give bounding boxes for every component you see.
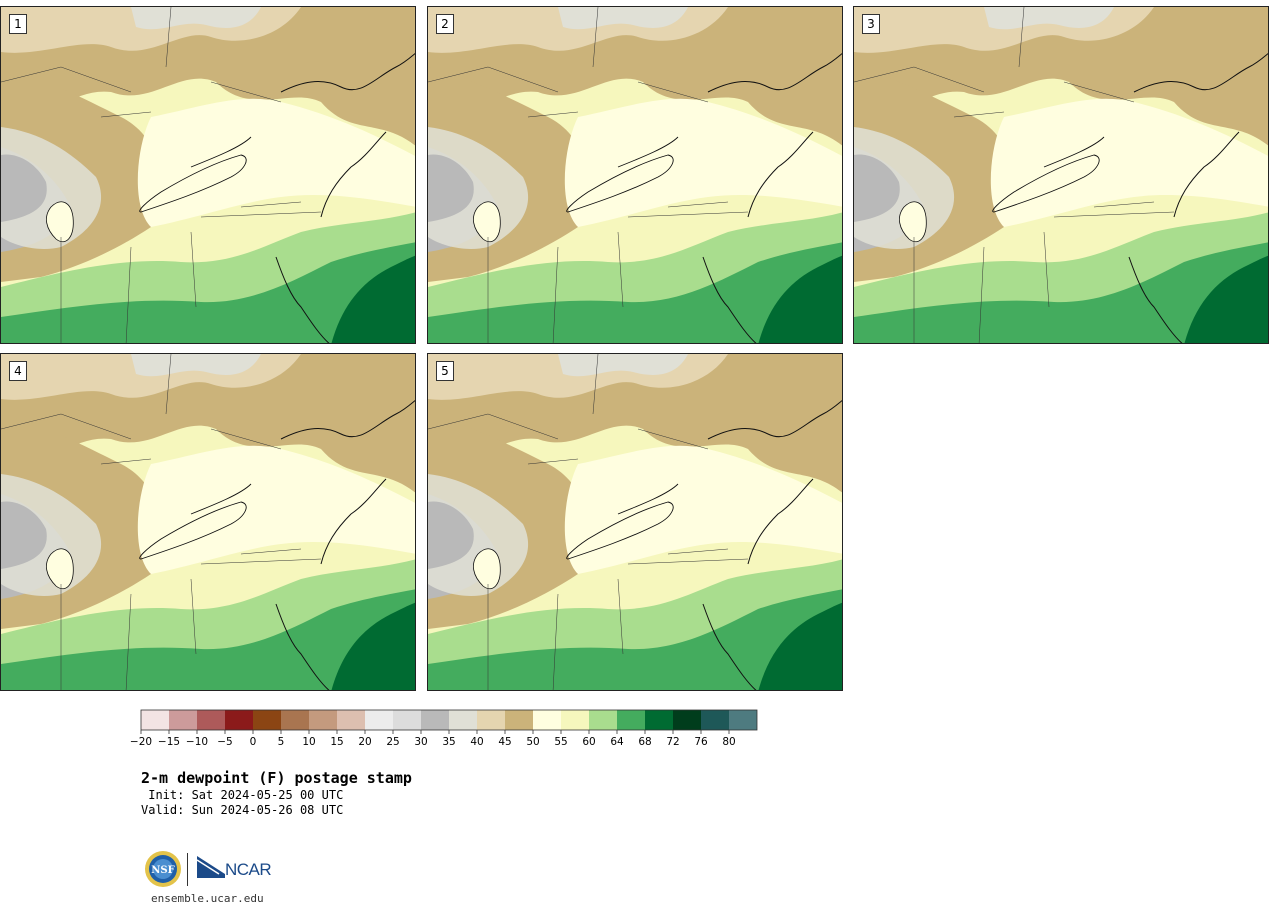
colorbar-tick-label: 45	[498, 736, 511, 748]
colorbar-tick-label: 25	[386, 736, 399, 748]
panel-number: 1	[9, 14, 27, 34]
dewpoint-map	[428, 7, 842, 343]
colorbar-swatch	[141, 710, 169, 730]
colorbar-tick-label: 64	[610, 736, 624, 748]
footer-url: ensemble.ucar.edu	[151, 892, 264, 905]
colorbar-tick-label: 20	[358, 736, 371, 748]
ensemble-member-panel-5: 5	[427, 353, 843, 691]
colorbar-swatch	[617, 710, 645, 730]
colorbar-tick-label: 55	[554, 736, 567, 748]
colorbar-swatch	[729, 710, 757, 730]
nsf-logo-icon: NSF	[145, 851, 181, 887]
colorbar-swatch	[701, 710, 729, 730]
logo-group: NSF NCAR	[144, 850, 284, 890]
colorbar-tick-label: 72	[666, 736, 679, 748]
colorbar-swatch	[225, 710, 253, 730]
panel-number: 4	[9, 361, 27, 381]
colorbar-tick-label: −10	[186, 736, 208, 748]
colorbar-swatch	[169, 710, 197, 730]
colorbar-swatch	[533, 710, 561, 730]
ensemble-member-panel-3: 3	[853, 6, 1269, 344]
colorbar-swatch	[589, 710, 617, 730]
colorbar-tick-label: 50	[526, 736, 539, 748]
colorbar-tick-label: 40	[470, 736, 483, 748]
colorbar-tick-label: −5	[217, 736, 232, 748]
ncar-wordmark: NCAR	[225, 860, 272, 879]
colorbar-swatch	[337, 710, 365, 730]
colorbar: −20 −15 −10 −5 0 5 10 15 20 25 30 35 40 45 50 55 60 64 68 7…	[130, 709, 758, 750]
colorbar-swatch	[449, 710, 477, 730]
colorbar-tick-label: 76	[694, 736, 708, 748]
dewpoint-map	[428, 354, 842, 690]
colorbar-swatch	[561, 710, 589, 730]
colorbar-swatch	[197, 710, 225, 730]
colorbar-swatch	[309, 710, 337, 730]
valid-time: Valid: Sun 2024-05-26 08 UTC	[141, 803, 344, 817]
colorbar-tick-label: 0	[250, 736, 257, 748]
colorbar-graphic: −20 −15 −10 −5 0 5 10 15 20 25 30 35 40 45 50 55 60 64 68 7…	[130, 709, 758, 748]
panel-number: 2	[436, 14, 454, 34]
colorbar-swatch	[365, 710, 393, 730]
colorbar-tick-label: 60	[582, 736, 595, 748]
colorbar-swatch	[645, 710, 673, 730]
colorbar-tick-label: 35	[442, 736, 455, 748]
dewpoint-map	[1, 354, 415, 690]
dewpoint-map	[1, 7, 415, 343]
dewpoint-map	[854, 7, 1268, 343]
colorbar-tick-label: −15	[158, 736, 180, 748]
colorbar-swatch	[477, 710, 505, 730]
ensemble-member-panel-2: 2	[427, 6, 843, 344]
colorbar-swatch	[253, 710, 281, 730]
colorbar-swatch	[393, 710, 421, 730]
colorbar-tick-label: −20	[130, 736, 152, 748]
colorbar-swatch	[673, 710, 701, 730]
panel-number: 5	[436, 361, 454, 381]
colorbar-tick-label: 68	[638, 736, 651, 748]
colorbar-swatch	[505, 710, 533, 730]
panel-number: 3	[862, 14, 880, 34]
figure-title-block: 2-m dewpoint (F) postage stamp Init: Sat…	[141, 768, 412, 818]
colorbar-swatch	[281, 710, 309, 730]
figure-title: 2-m dewpoint (F) postage stamp	[141, 769, 412, 787]
init-time: Init: Sat 2024-05-25 00 UTC	[141, 788, 344, 802]
colorbar-tick-label: 5	[278, 736, 285, 748]
colorbar-tick-label: 15	[330, 736, 343, 748]
colorbar-tick-label: 10	[302, 736, 315, 748]
ensemble-member-panel-1: 1	[0, 6, 416, 344]
logo-separator	[187, 853, 188, 886]
colorbar-tick-label: 80	[722, 736, 735, 748]
svg-text:NSF: NSF	[151, 865, 174, 876]
ncar-logo-icon	[197, 856, 225, 878]
colorbar-tick-label: 30	[414, 736, 427, 748]
ensemble-member-panel-4: 4	[0, 353, 416, 691]
colorbar-swatch	[421, 710, 449, 730]
